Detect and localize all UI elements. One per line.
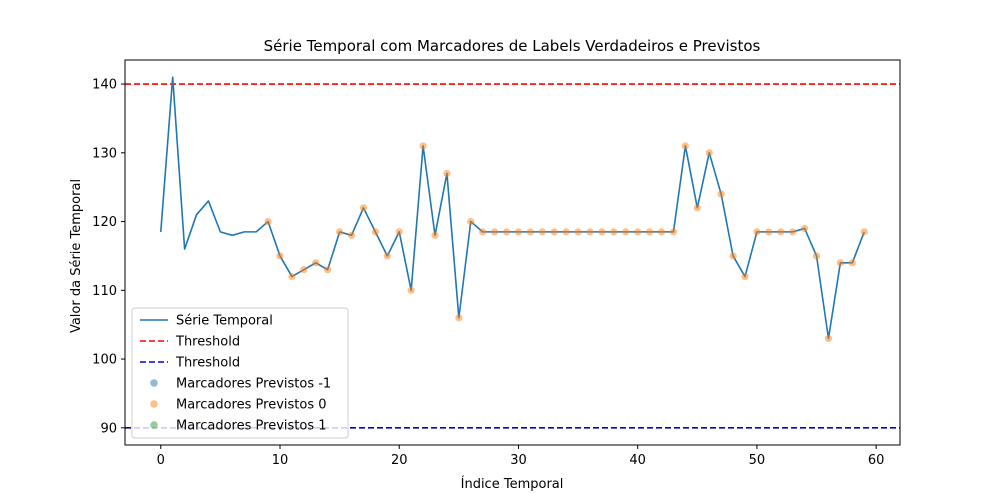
- y-tick-label: 130: [92, 146, 117, 161]
- marker-point: [288, 272, 296, 281]
- y-axis-label: Valor da Série Temporal: [69, 179, 84, 333]
- marker-point: [562, 228, 570, 236]
- marker-point: [312, 259, 320, 267]
- marker-point: [860, 228, 868, 236]
- marker-point: [646, 228, 654, 236]
- marker-point: [491, 228, 499, 236]
- marker-point: [383, 252, 391, 260]
- marker-point: [514, 228, 523, 236]
- marker-point: [657, 228, 666, 236]
- x-tick-label: 20: [391, 453, 408, 468]
- marker-point: [777, 228, 785, 236]
- legend-swatch: [150, 421, 158, 429]
- legend-label: Marcadores Previstos -1: [176, 377, 331, 392]
- marker-point: [765, 228, 773, 236]
- marker-point: [693, 204, 701, 212]
- marker-point: [789, 228, 797, 236]
- marker-point: [324, 266, 332, 274]
- x-axis-label: Índice Temporal: [461, 476, 564, 492]
- x-tick-label: 40: [629, 453, 646, 468]
- marker-point: [371, 228, 379, 236]
- marker-point: [705, 149, 713, 157]
- marker-point: [717, 190, 725, 198]
- legend-label: Threshold: [175, 335, 240, 350]
- marker-point: [574, 228, 582, 236]
- marker-point: [395, 228, 403, 236]
- plot-frame: [124, 59, 901, 446]
- y-tick-label: 110: [92, 284, 117, 299]
- chart-title: Série Temporal com Marcadores de Labels …: [264, 37, 761, 55]
- marker-point: [359, 204, 368, 212]
- marker-point: [669, 228, 678, 236]
- y-axis: 90 100 110 120 130 140: [92, 78, 125, 436]
- marker-point: [824, 334, 833, 343]
- marker-point: [276, 252, 284, 260]
- marker-point: [836, 259, 844, 267]
- legend-label: Série Temporal: [176, 314, 273, 329]
- legend-swatch: [150, 400, 158, 408]
- marker-point: [586, 228, 594, 236]
- marker-point: [467, 217, 475, 226]
- x-tick-label: 10: [272, 453, 289, 468]
- marker-point: [407, 286, 415, 294]
- marker-point: [264, 217, 272, 226]
- marker-point: [801, 224, 809, 233]
- marker-point: [550, 228, 558, 236]
- marker-point: [538, 228, 546, 236]
- legend-label: Marcadores Previstos 0: [176, 398, 327, 413]
- marker-point: [502, 228, 511, 236]
- x-axis: 0 10 20 30 40 50 60: [157, 445, 885, 468]
- y-tick-label: 120: [92, 215, 117, 230]
- marker-point: [347, 231, 356, 239]
- marker-point: [741, 272, 749, 281]
- legend: Série Temporal Threshold Threshold Marcador…: [131, 307, 349, 439]
- marker-point: [336, 228, 344, 236]
- series-line: [159, 76, 865, 340]
- marker-point: [610, 228, 618, 236]
- marker-point: [622, 228, 630, 236]
- legend-swatch: [150, 379, 158, 387]
- marker-point: [431, 231, 439, 239]
- x-tick-label: 30: [510, 453, 527, 468]
- x-tick-label: 0: [157, 453, 165, 468]
- marker-point: [443, 169, 451, 178]
- legend-box: [131, 307, 349, 439]
- marker-point: [753, 228, 761, 236]
- marker-point: [526, 228, 534, 236]
- marker-point: [419, 142, 427, 150]
- marker-point: [812, 252, 821, 260]
- y-tick-label: 90: [100, 421, 117, 436]
- legend-label: Threshold: [175, 356, 240, 371]
- marker-point: [681, 142, 689, 150]
- marker-point: [848, 259, 856, 267]
- marker-point: [300, 266, 308, 274]
- y-tick-label: 140: [92, 78, 117, 93]
- marker-point: [598, 228, 606, 236]
- marker-point: [455, 314, 463, 322]
- x-tick-label: 60: [868, 453, 885, 468]
- marker-point: [729, 252, 737, 260]
- x-tick-label: 50: [749, 453, 766, 468]
- y-tick-label: 100: [92, 353, 117, 368]
- marker-point: [479, 228, 487, 236]
- legend-label: Marcadores Previstos 1: [176, 419, 327, 434]
- marker-point: [634, 228, 642, 236]
